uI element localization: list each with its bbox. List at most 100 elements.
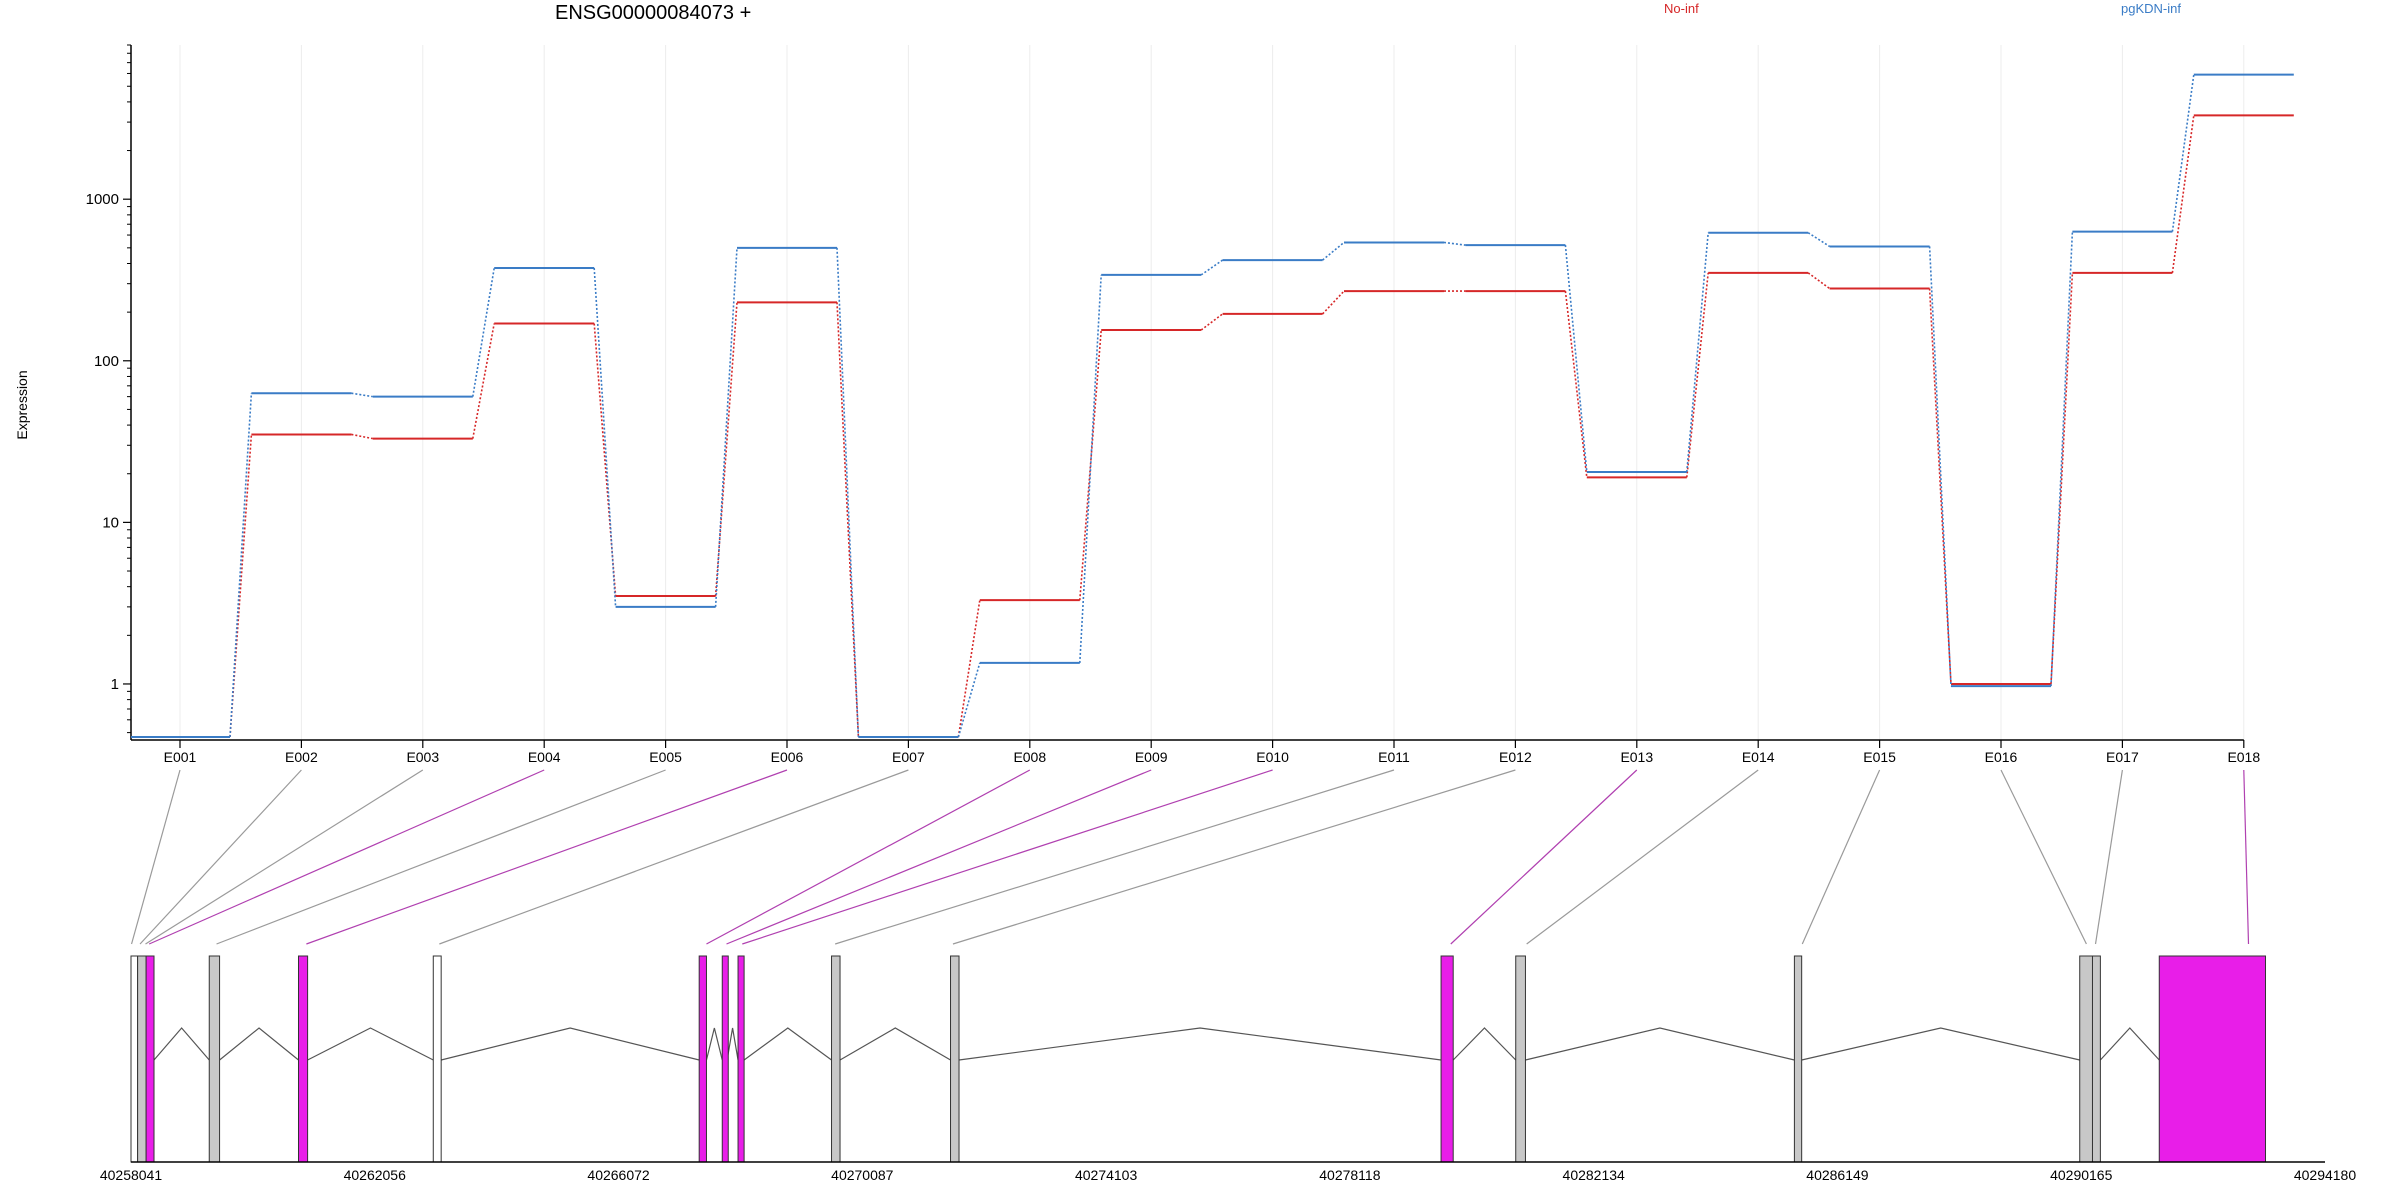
x-tick-label-e016: E016 bbox=[1985, 749, 2018, 765]
intron-line bbox=[958, 1027, 1442, 1061]
series-no-inf-connector bbox=[836, 302, 860, 737]
intron-line bbox=[726, 1027, 739, 1061]
x-tick-label-e009: E009 bbox=[1135, 749, 1168, 765]
series-pgkdn-inf-connector bbox=[2050, 231, 2074, 687]
series-no-inf-connector bbox=[714, 302, 738, 597]
x-tick-label-e005: E005 bbox=[649, 749, 682, 765]
genomic-coordinate-label: 40262056 bbox=[344, 1167, 407, 1183]
exon-mapping-line bbox=[130, 769, 181, 945]
exon-mapping-line bbox=[145, 769, 424, 945]
genomic-coordinate-label: 40294180 bbox=[2294, 1167, 2357, 1183]
series-pgkdn-inf-connector bbox=[957, 662, 981, 738]
series-pgkdn-inf-connector bbox=[714, 247, 738, 607]
series-no-inf-connector bbox=[1322, 290, 1345, 315]
x-tick-label-e007: E007 bbox=[892, 749, 925, 765]
x-tick-label-e003: E003 bbox=[406, 749, 439, 765]
x-tick-label-e001: E001 bbox=[164, 749, 197, 765]
exon-block bbox=[145, 955, 155, 1163]
exon-block bbox=[297, 955, 309, 1163]
exon-mapping-line bbox=[439, 769, 909, 945]
series-no-inf-connector bbox=[1079, 329, 1102, 601]
exon-mapping-line bbox=[1450, 769, 1638, 945]
intron-line bbox=[839, 1027, 951, 1061]
exon-block bbox=[208, 955, 221, 1163]
exon-mapping-line bbox=[1526, 769, 1759, 945]
genomic-coordinate-label: 40266072 bbox=[587, 1167, 650, 1183]
exon-block bbox=[1440, 955, 1454, 1163]
exon-mapping-line bbox=[2243, 769, 2250, 945]
exon-mapping-line bbox=[139, 769, 302, 945]
x-tick-label-e012: E012 bbox=[1499, 749, 1532, 765]
series-no-inf-connector bbox=[2171, 115, 2195, 273]
x-tick-label-e011: E011 bbox=[1378, 749, 1410, 765]
genomic-coordinate-label: 40258041 bbox=[100, 1167, 163, 1183]
exon-block bbox=[1793, 955, 1803, 1163]
exon-block bbox=[432, 955, 442, 1163]
intron-line bbox=[307, 1027, 434, 1061]
series-pgkdn-inf-connector bbox=[1564, 245, 1588, 473]
y-tick-label: 1 bbox=[111, 676, 119, 693]
exon-mapping-line bbox=[2094, 769, 2123, 945]
intron-line bbox=[1452, 1027, 1517, 1061]
x-tick-label-e018: E018 bbox=[2227, 749, 2260, 765]
x-tick-label-e008: E008 bbox=[1013, 749, 1046, 765]
y-tick-label: 10 bbox=[102, 514, 119, 531]
intron-line bbox=[1801, 1027, 2080, 1061]
series-no-inf-connector bbox=[1807, 272, 1831, 290]
series-no-inf-connector bbox=[2050, 272, 2074, 685]
intron-line bbox=[153, 1027, 210, 1061]
exon-mapping-line bbox=[2000, 769, 2087, 945]
exon-mapping-line bbox=[148, 769, 545, 945]
exon-block bbox=[1515, 955, 1526, 1163]
exon-block bbox=[950, 955, 960, 1163]
y-tick-label: 100 bbox=[94, 353, 119, 370]
genomic-coordinate-label: 40274103 bbox=[1075, 1167, 1138, 1183]
x-tick-label-e013: E013 bbox=[1620, 749, 1653, 765]
series-pgkdn-inf-connector bbox=[1443, 241, 1466, 246]
series-no-inf-connector bbox=[1928, 288, 1952, 685]
exon-mapping-line bbox=[726, 769, 1152, 945]
series-pgkdn-inf-connector bbox=[351, 392, 373, 398]
exon-block bbox=[737, 955, 745, 1163]
series-pgkdn-inf-connector bbox=[1200, 259, 1224, 276]
series-pgkdn-inf-connector bbox=[1079, 274, 1102, 663]
series-no-inf-connector bbox=[351, 433, 373, 440]
series-no-inf-connector bbox=[229, 434, 253, 738]
series-no-inf-connector bbox=[957, 600, 981, 738]
genomic-coordinate-label: 40270087 bbox=[831, 1167, 894, 1183]
exon-mapping-line bbox=[306, 769, 788, 945]
exon-mapping-line bbox=[216, 769, 666, 945]
x-tick-label-e017: E017 bbox=[2106, 749, 2139, 765]
series-no-inf-connector bbox=[1686, 272, 1709, 478]
series-pgkdn-inf-connector bbox=[1807, 232, 1831, 248]
series-pgkdn-inf-connector bbox=[1928, 246, 1952, 687]
x-tick-label-e006: E006 bbox=[771, 749, 804, 765]
exon-block bbox=[831, 955, 841, 1163]
intron-line bbox=[743, 1027, 832, 1061]
intron-line bbox=[1525, 1027, 1795, 1061]
genomic-coordinate-label: 40278118 bbox=[1319, 1167, 1380, 1183]
genomic-coordinate-label: 40290165 bbox=[2050, 1167, 2113, 1183]
series-no-inf-connector bbox=[472, 323, 495, 439]
exon-mapping-line bbox=[742, 769, 1273, 945]
x-tick-label-e010: E010 bbox=[1256, 749, 1289, 765]
exon-block bbox=[137, 955, 147, 1163]
series-pgkdn-inf-connector bbox=[1322, 241, 1345, 261]
intron-line bbox=[219, 1027, 299, 1061]
intron-line bbox=[441, 1027, 700, 1061]
exon-block bbox=[698, 955, 707, 1163]
series-no-inf-connector bbox=[1200, 313, 1224, 331]
series-no-inf-connector bbox=[593, 323, 617, 597]
series-no-inf-connector bbox=[1564, 290, 1588, 478]
exon-block bbox=[721, 955, 729, 1163]
exon-block bbox=[2091, 955, 2101, 1163]
exon-mapping-line bbox=[1801, 769, 1881, 945]
intron-line bbox=[2099, 1027, 2160, 1061]
genomic-coordinate-label: 40282134 bbox=[1563, 1167, 1626, 1183]
x-tick-label-e004: E004 bbox=[528, 749, 561, 765]
intron-line bbox=[705, 1027, 723, 1061]
exon-mapping-line bbox=[952, 769, 1516, 945]
exon-block bbox=[2158, 955, 2267, 1163]
